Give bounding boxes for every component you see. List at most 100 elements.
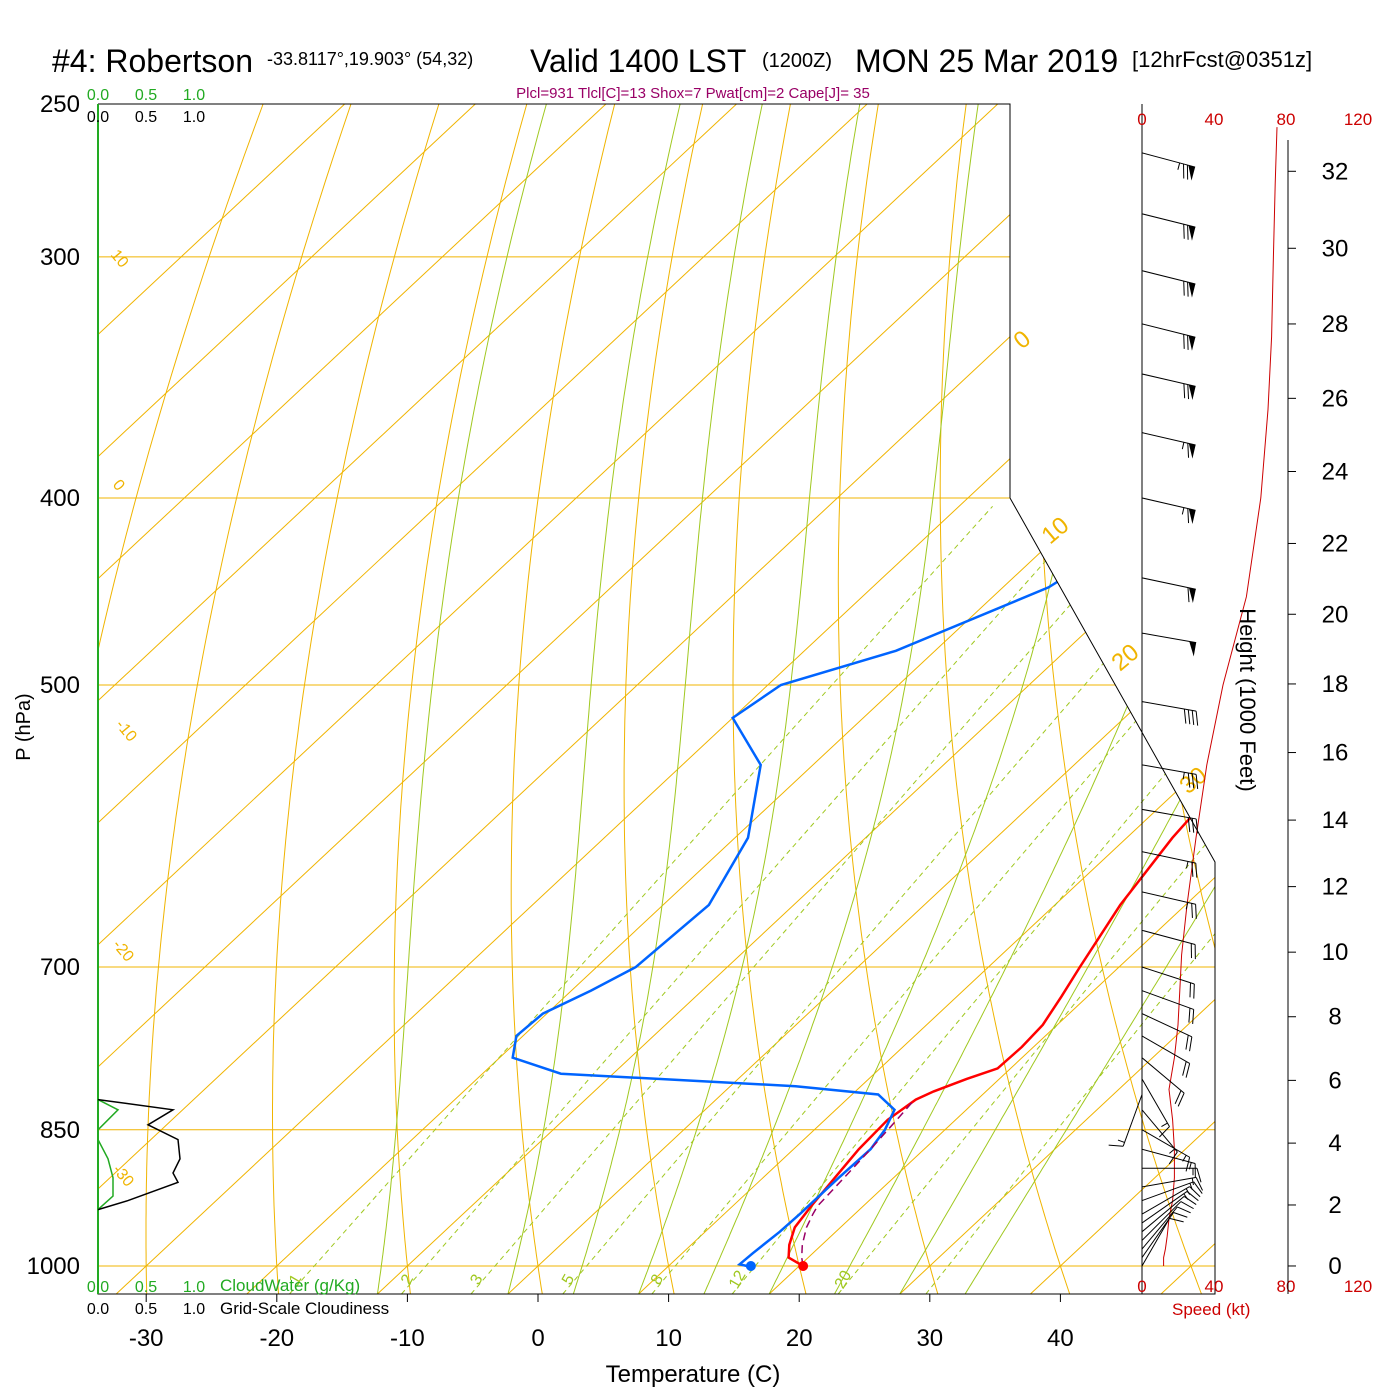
dry-adiabat: [1134, 104, 1215, 1294]
height-tick-0: 0: [1328, 1253, 1341, 1280]
isotherm-label-right: 10: [1037, 512, 1075, 550]
plot-border: [97, 103, 1216, 1295]
dry-adiabat: [1318, 104, 1400, 1294]
isotherm-label-right: 0: [1009, 325, 1037, 354]
plot-frame: [97, 103, 1216, 1295]
isotherm-label-left: 10: [107, 247, 132, 272]
isotherm--20: [246, 104, 1215, 1294]
dry-adiabat: [393, 104, 528, 1294]
mixing-ratio-line: [401, 505, 1095, 1294]
cloudiness-tick-bottom-0.0: 0.0: [87, 1301, 109, 1318]
wind-barb: [1141, 929, 1196, 960]
height-tick-10: 10: [1322, 939, 1349, 966]
isotherm-label-right: 20: [1107, 639, 1145, 677]
height-tick-4: 4: [1328, 1130, 1341, 1157]
mixing-ratio-label-20: 20: [832, 1268, 856, 1292]
temp-tick-40: 40: [1047, 1325, 1074, 1352]
wind-barb: [1141, 373, 1196, 400]
wind-barb: [1141, 764, 1199, 789]
height-tick-8: 8: [1328, 1004, 1341, 1031]
pressure-tick-500: 500: [40, 672, 80, 699]
temp-tick-20: 20: [786, 1325, 813, 1352]
isotherm--60: [98, 104, 999, 1294]
height-tick-14: 14: [1322, 807, 1349, 834]
moist-adiabat: [899, 104, 1215, 1294]
height-tick-26: 26: [1322, 385, 1349, 412]
mixing-ratio-label-12: 12: [726, 1268, 750, 1292]
moist-adiabat: [572, 104, 763, 1294]
temp-tick--30: -30: [129, 1325, 164, 1352]
mixing-ratio-line: [651, 505, 1215, 1294]
height-axis-title: Height (1000 Feet): [1235, 608, 1260, 791]
cloudwater-tick-top-0.0: 0.0: [87, 87, 109, 104]
wind-barb: [1141, 270, 1196, 298]
height-tick-6: 6: [1328, 1067, 1341, 1094]
cloudiness-tick-bottom-1.0: 1.0: [183, 1301, 205, 1318]
isotherm--80: [98, 104, 737, 1294]
wind-barb: [1141, 1035, 1191, 1078]
wind-barb: [1141, 966, 1195, 999]
dry-adiabat: [732, 104, 807, 1294]
cloudiness-tick-top-1.0: 1.0: [183, 109, 205, 126]
speed-tick-top-120: 120: [1344, 110, 1372, 129]
pressure-tick-700: 700: [40, 954, 80, 981]
mixing-ratio-line: [562, 505, 1215, 1294]
mixing-ratio-label-5: 5: [559, 1272, 578, 1288]
wind-barb: [1141, 851, 1198, 878]
cloudiness-tick-top-0.5: 0.5: [135, 109, 157, 126]
speed-tick-top-40: 40: [1205, 110, 1224, 129]
wind-barb: [1141, 1217, 1184, 1267]
isotherm-10: [638, 104, 1215, 1294]
wind-barb: [1141, 808, 1199, 834]
moist-adiabat: [964, 104, 1215, 1294]
speed-tick-bottom-120: 120: [1344, 1277, 1372, 1296]
y-axis-title: P (hPa): [13, 693, 35, 760]
moist-adiabat: [638, 104, 861, 1294]
isotherm-30: [899, 104, 1215, 1294]
cloudwater-tick-top-0.5: 0.5: [135, 87, 157, 104]
wind-barb: [1141, 1057, 1185, 1107]
pressure-tick-300: 300: [40, 244, 80, 271]
wind-barb: [1141, 1195, 1197, 1233]
cloudwater-tick-bottom-0.5: 0.5: [135, 1279, 157, 1296]
moist-adiabat: [507, 104, 681, 1294]
isotherm--100: [98, 104, 476, 1294]
parcel-line: [800, 1099, 916, 1267]
pressure-tick-850: 850: [40, 1117, 80, 1144]
speed-tick-bottom-0: 0: [1137, 1277, 1146, 1296]
moist-adiabat: [834, 104, 1215, 1294]
height-tick-30: 30: [1322, 235, 1349, 262]
temp-tick--10: -10: [390, 1325, 425, 1352]
mixing-ratio-line: [289, 505, 993, 1294]
wind-barb: [1141, 1013, 1193, 1052]
mixing-ratio-line: [837, 505, 1215, 1294]
dry-adiabat: [272, 104, 440, 1294]
speed-axis-title: Speed (kt): [1172, 1300, 1250, 1319]
cloud-panel: 0.0 0.0 0.0 0.0 0.5 0.5 0.5 0.5 1.0 1.0 1.0 1.0: [87, 87, 205, 1318]
wind-barb: [1141, 577, 1196, 603]
height-tick-2: 2: [1328, 1192, 1341, 1219]
mixing-ratio-line: [731, 505, 1215, 1294]
cloudiness-tick-bottom-0.5: 0.5: [135, 1301, 157, 1318]
forecast-info: [12hrFcst@0351z]: [1132, 47, 1312, 72]
dry-adiabat: [1038, 104, 1202, 1294]
pressure-tick-250: 250: [40, 91, 80, 118]
wind-barb: [1142, 1167, 1202, 1183]
isotherm--10: [377, 104, 1215, 1294]
wind-barb: [1108, 1094, 1143, 1147]
wind-barb: [1141, 1078, 1170, 1138]
isotherm-label-left: -10: [112, 717, 140, 746]
wind-barb: [1141, 1201, 1194, 1241]
wind-barb: [1141, 152, 1196, 181]
wind-barb: [1141, 432, 1196, 459]
speed-tick-bottom-40: 40: [1205, 1277, 1224, 1296]
temp-tick-30: 30: [916, 1325, 943, 1352]
isotherm--90: [98, 104, 607, 1294]
cloudwater-line: [97, 1098, 120, 1211]
pressure-tick-400: 400: [40, 485, 80, 512]
mixing-ratio-label-8: 8: [648, 1272, 667, 1288]
isotherm-0: [507, 104, 1215, 1294]
wind-barb: [1141, 990, 1195, 1024]
isotherm--110: [98, 104, 346, 1294]
